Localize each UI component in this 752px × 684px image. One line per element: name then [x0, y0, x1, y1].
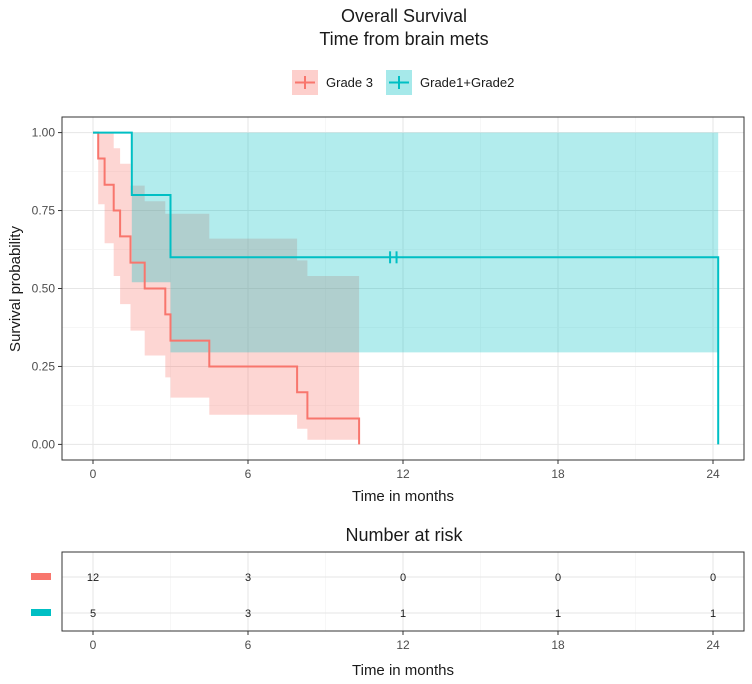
risk-table-cells: 12 3 0 0 0 5 3 1 1 1	[87, 572, 716, 620]
risk-count: 1	[555, 608, 561, 620]
risk-table-group-keys	[31, 573, 51, 616]
risk-x-tick-label: 12	[396, 638, 410, 652]
risk-count: 0	[710, 572, 716, 584]
risk-count: 3	[245, 608, 251, 620]
risk-count: 1	[400, 608, 406, 620]
legend: Grade 3 Grade1+Grade2	[292, 70, 514, 95]
censor-marks	[389, 251, 398, 264]
y-tick-label: 0.25	[32, 359, 56, 373]
risk-count: 0	[555, 572, 561, 584]
survival-curve-grade12	[93, 131, 720, 445]
y-tick-label: 0.75	[32, 204, 56, 218]
risk-group-key-grade12	[31, 609, 51, 616]
x-tick-label: 0	[90, 467, 97, 481]
risk-x-tick-label: 6	[245, 638, 252, 652]
x-tick-label: 6	[245, 467, 252, 481]
risk-x-tick-label: 24	[706, 638, 720, 652]
risk-x-axis-label: Time in months	[352, 662, 454, 679]
x-tick-label: 12	[396, 467, 410, 481]
legend-label-grade12: Grade1+Grade2	[420, 75, 514, 90]
y-tick-label: 0.00	[32, 437, 56, 451]
y-axis-ticks: 0.00 0.25 0.50 0.75 1.00	[32, 126, 62, 451]
legend-label-grade3: Grade 3	[326, 75, 373, 90]
x-axis-ticks: 0 6 12 18 24	[90, 460, 720, 481]
chart-subtitle: Time from brain mets	[319, 29, 488, 49]
risk-count: 1	[710, 608, 716, 620]
risk-table-title: Number at risk	[345, 525, 463, 545]
chart-title: Overall Survival	[341, 6, 467, 26]
x-tick-label: 24	[706, 467, 720, 481]
risk-group-key-grade3	[31, 573, 51, 580]
main-gridlines	[62, 117, 744, 460]
risk-x-tick-label: 0	[90, 638, 97, 652]
risk-count: 0	[400, 572, 406, 584]
x-tick-label: 18	[551, 467, 565, 481]
risk-count: 3	[245, 572, 251, 584]
risk-table-x-ticks: 0 6 12 18 24	[90, 631, 720, 652]
risk-count: 5	[90, 608, 96, 620]
y-tick-label: 1.00	[32, 126, 56, 140]
survival-curve-grade3	[93, 131, 361, 445]
ci-band-grade12	[93, 132, 719, 353]
confidence-bands	[93, 132, 719, 440]
survival-curves	[93, 131, 720, 445]
y-axis-label: Survival probability	[7, 226, 24, 352]
x-axis-label: Time in months	[352, 488, 454, 505]
risk-count: 12	[87, 572, 99, 584]
y-tick-label: 0.50	[32, 282, 56, 296]
ci-band-grade3	[93, 132, 360, 440]
risk-x-tick-label: 18	[551, 638, 565, 652]
risk-table-gridlines	[62, 552, 744, 631]
